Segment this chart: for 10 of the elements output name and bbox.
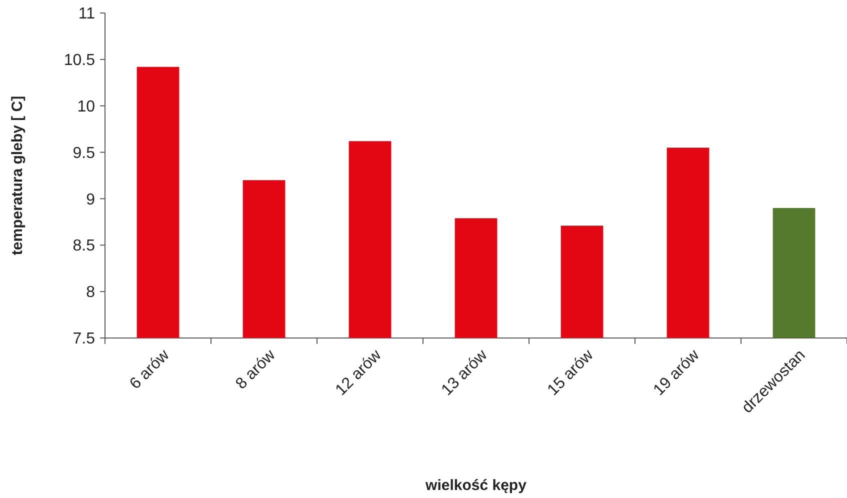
y-tick-label: 11 [78,6,96,23]
y-axis-title: temperatura gleby [ C] [9,96,26,256]
y-tick-label: 10 [77,98,96,116]
y-tick-label: 8 [86,284,96,302]
y-tick-label: 9 [86,191,96,208]
x-axis-title: wielkość kępy [424,477,528,494]
y-tick-label: 8.5 [72,238,96,255]
y-tick-label: 9.5 [72,144,96,162]
y-tick-label: 10.5 [64,52,96,70]
y-tick-label: 7.5 [72,330,96,348]
